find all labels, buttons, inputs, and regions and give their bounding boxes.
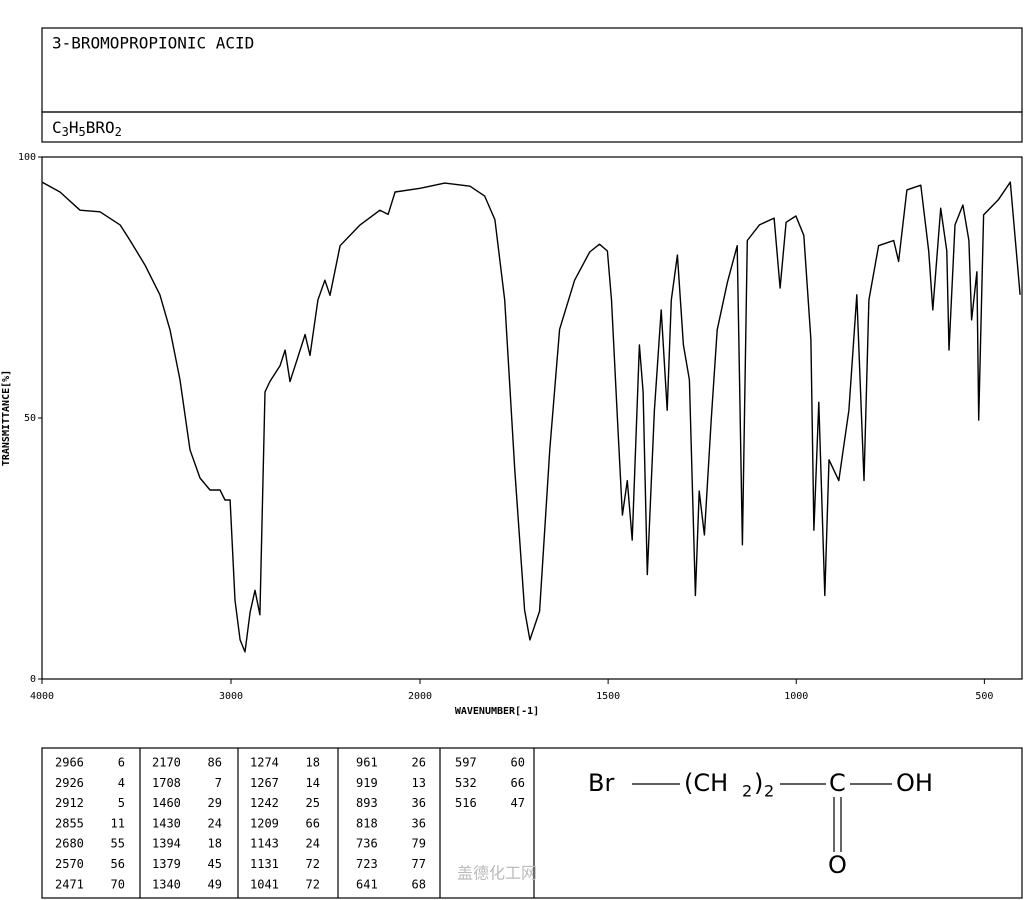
peak-transmittance: 26 [412,756,426,770]
formula: C3H5BRO2 [52,118,122,139]
peak-wavenumber: 1143 [250,837,279,851]
peak-wavenumber: 1708 [152,776,181,790]
peak-transmittance: 5 [118,796,125,810]
peak-transmittance: 24 [208,816,222,830]
peak-transmittance: 36 [412,796,426,810]
peak-transmittance: 11 [111,816,125,830]
peak-transmittance: 72 [306,857,320,871]
peak-wavenumber: 961 [356,756,378,770]
peak-transmittance: 49 [208,877,222,891]
peak-transmittance: 56 [111,857,125,871]
peak-wavenumber: 1379 [152,857,181,871]
peak-transmittance: 72 [306,877,320,891]
x-tick-label: 2000 [408,691,432,702]
x-tick-label: 1000 [784,691,808,702]
peak-transmittance: 66 [511,776,525,790]
compound-name: 3-BROMOPROPIONIC ACID [52,34,254,53]
peak-wavenumber: 1209 [250,816,279,830]
group: ) [754,769,763,797]
peak-wavenumber: 532 [455,776,477,790]
peak-transmittance: 7 [215,776,222,790]
peak-transmittance: 55 [111,837,125,851]
atom: Br [588,769,614,797]
peak-transmittance: 25 [306,796,320,810]
peak-wavenumber: 893 [356,796,378,810]
group: (CH [684,769,728,797]
peak-wavenumber: 818 [356,816,378,830]
peak-wavenumber: 1430 [152,816,181,830]
peak-transmittance: 18 [208,837,222,851]
peak-wavenumber: 2570 [55,857,84,871]
peak-wavenumber: 1394 [152,837,181,851]
peak-wavenumber: 641 [356,877,378,891]
peak-transmittance: 13 [412,776,426,790]
x-tick-label: 1500 [596,691,620,702]
peak-transmittance: 29 [208,796,222,810]
x-tick-label: 3000 [219,691,243,702]
subscript: 2 [742,782,752,801]
watermark: 盖德化工网 [457,864,537,883]
formula-subscript: 2 [115,125,122,139]
peak-wavenumber: 2680 [55,837,84,851]
peak-transmittance: 4 [118,776,125,790]
y-tick-label: 0 [30,674,36,685]
peak-wavenumber: 1242 [250,796,279,810]
peak-wavenumber: 919 [356,776,378,790]
atom: OH [896,769,933,797]
peak-transmittance: 77 [412,857,426,871]
peak-wavenumber: 1460 [152,796,181,810]
peak-wavenumber: 1041 [250,877,279,891]
peak-transmittance: 14 [306,776,320,790]
peak-transmittance: 6 [118,756,125,770]
y-tick-label: 100 [18,152,36,163]
y-axis-label: TRANSMITTANCE[%] [1,370,12,466]
peak-wavenumber: 723 [356,857,378,871]
peak-transmittance: 24 [306,837,320,851]
peak-wavenumber: 2912 [55,796,84,810]
peak-transmittance: 45 [208,857,222,871]
peak-transmittance: 36 [412,816,426,830]
y-tick-label: 50 [24,413,36,424]
peak-wavenumber: 2855 [55,816,84,830]
peak-transmittance: 66 [306,816,320,830]
x-axis-label: WAVENUMBER[-1] [455,706,539,717]
subscript: 2 [764,782,774,801]
peak-wavenumber: 2926 [55,776,84,790]
atom: C [829,769,846,797]
formula-part: H [69,118,79,137]
atom: O [828,851,847,879]
peak-wavenumber: 1340 [152,877,181,891]
spectrum-line [41,181,1021,653]
peak-wavenumber: 1274 [250,756,279,770]
peak-wavenumber: 1267 [250,776,279,790]
peak-wavenumber: 2170 [152,756,181,770]
peak-wavenumber: 597 [455,756,477,770]
formula-part: C [52,118,62,137]
structure: Br (CH 2 ) 2 C OH O [588,769,933,879]
peak-wavenumber: 2966 [55,756,84,770]
formula-part: BRO [86,118,115,137]
formula-subscript: 3 [62,125,69,139]
table-dividers [139,748,892,898]
formula-subscript: 5 [79,125,86,139]
peak-transmittance: 86 [208,756,222,770]
peak-transmittance: 68 [412,877,426,891]
peak-wavenumber: 2471 [55,877,84,891]
peak-table [41,747,1023,899]
peak-transmittance: 70 [111,877,125,891]
peak-transmittance: 60 [511,756,525,770]
x-tick-label: 500 [975,691,993,702]
x-tick-label: 4000 [30,691,54,702]
peak-wavenumber: 516 [455,796,477,810]
peak-transmittance: 79 [412,837,426,851]
peak-wavenumber: 736 [356,837,378,851]
peak-transmittance: 18 [306,756,320,770]
plot-frame [41,156,1023,680]
peak-wavenumber: 1131 [250,857,279,871]
formula-box [41,111,1023,143]
peak-transmittance: 47 [511,796,525,810]
